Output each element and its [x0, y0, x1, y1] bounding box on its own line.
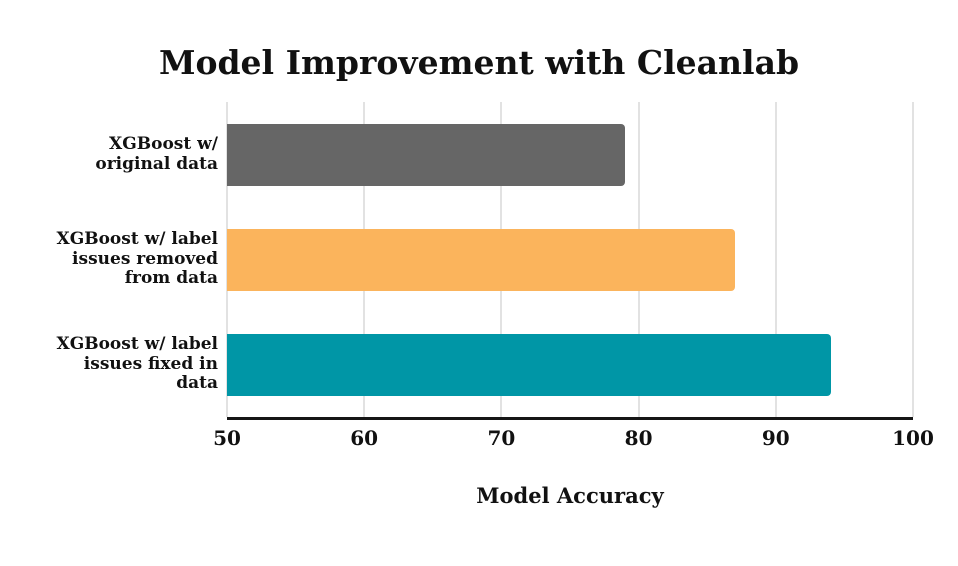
category-label-row: XGBoost w/ label issues removed from dat… — [0, 207, 219, 312]
x-tick-label: 70 — [487, 426, 516, 450]
x-axis-title: Model Accuracy — [476, 483, 664, 508]
category-label-original-data: XGBoost w/ original data — [95, 133, 218, 174]
category-label-issues-removed: XGBoost w/ label issues removed from dat… — [56, 229, 219, 289]
bar-row — [227, 102, 913, 207]
bar-row — [227, 207, 913, 312]
gridline-100 — [912, 102, 914, 417]
x-tick-label: 60 — [350, 426, 379, 450]
bar-original-data — [227, 123, 625, 186]
bar-issues-removed — [227, 228, 735, 291]
gridline-90 — [774, 102, 777, 417]
x-tick-label: 80 — [624, 426, 653, 450]
category-labels: XGBoost w/ original data XGBoost w/ labe… — [0, 102, 219, 417]
category-label-issues-fixed: XGBoost w/ label issues fixed in data — [56, 334, 219, 394]
category-label-row: XGBoost w/ label issues fixed in data — [0, 312, 219, 417]
x-tick-label: 50 — [213, 426, 241, 450]
chart-title: Model Improvement with Cleanlab — [158, 43, 800, 82]
x-axis-ticks: 50 60 70 80 90 100 — [213, 426, 934, 457]
x-tick-label: 100 — [892, 426, 934, 450]
category-label-row: XGBoost w/ original data — [0, 102, 218, 207]
bar-row — [227, 312, 913, 417]
bar-issues-fixed — [227, 333, 831, 396]
x-tick-label: 90 — [761, 426, 790, 450]
plot-area — [226, 102, 914, 420]
bar-rows — [227, 102, 913, 417]
